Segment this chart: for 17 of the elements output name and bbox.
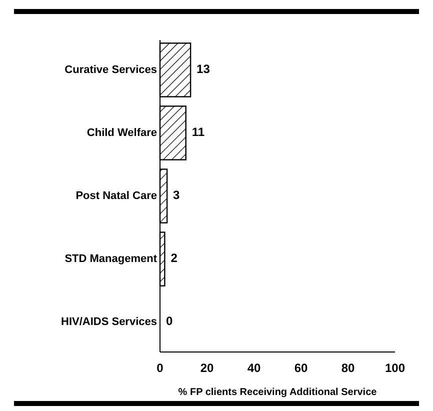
y-tick-label: STD Management [64,252,158,265]
data-label: 2 [170,251,178,266]
x-tick-label: 20 [200,361,214,375]
data-label: 3 [173,188,180,202]
data-label: 13 [196,62,210,76]
x-tick-label: 60 [294,361,308,375]
x-tick-label: 80 [341,361,355,375]
y-tick-label: Child Welfare [86,126,157,139]
x-tick-label: 40 [247,361,261,375]
data-label: 11 [192,125,205,140]
y-tick-label: Curative Services [64,64,157,76]
x-tick-label: 100 [384,361,406,375]
y-tick-label: Post Natal Care [76,190,157,202]
y-tick-label: HIV/AIDS Services [61,316,157,328]
data-label: 0 [166,314,173,328]
x-tick-label: 0 [156,361,164,375]
x-axis-title: % FP clients Receiving Additional Service [178,387,378,398]
